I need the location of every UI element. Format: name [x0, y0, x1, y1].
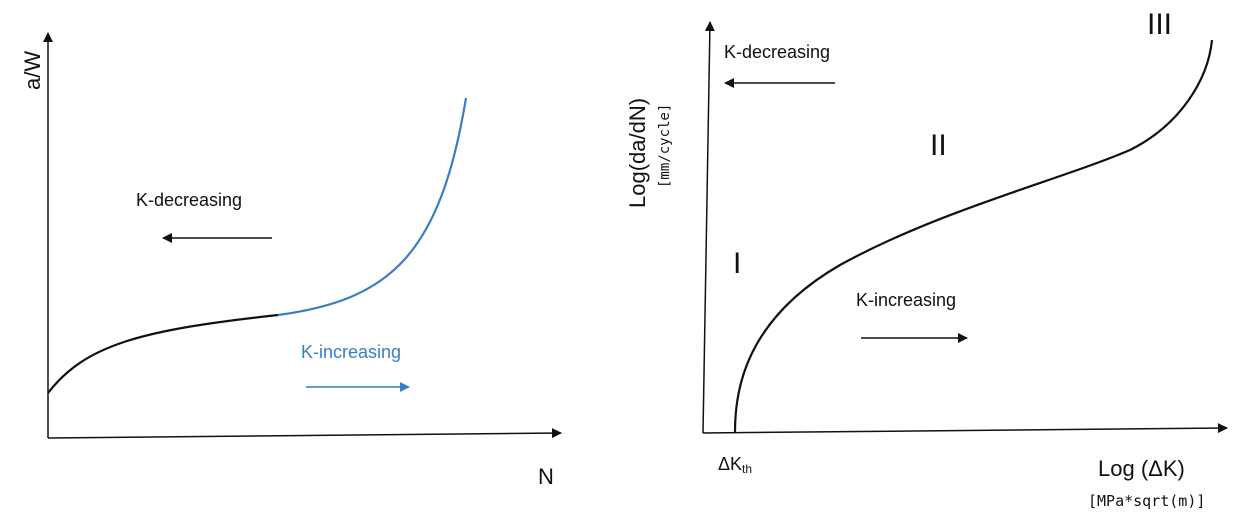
right-x-axis [702, 423, 1228, 434]
left-y-axis-label: a/W [20, 51, 45, 90]
threshold-label: ΔKth [718, 454, 752, 476]
right-diagram: Log(da/dN) [mm/cycle] Log (ΔK) [MPa*sqrt… [625, 8, 1228, 510]
right-y-axis [702, 21, 715, 434]
region-label-1: I [733, 247, 741, 280]
right-y-axis-unit: [mm/cycle] [657, 104, 673, 188]
region-label-3: III [1147, 8, 1172, 41]
left-x-axis [47, 428, 562, 439]
left-k-decreasing-label: K-decreasing [136, 190, 242, 210]
fatigue-crack-growth-curve [733, 39, 1214, 433]
crack-growth-curve-blue [277, 97, 468, 317]
region-label-2: II [930, 129, 947, 162]
left-x-axis-label: N [538, 464, 554, 489]
crack-growth-curve-black [47, 313, 279, 394]
left-diagram: a/W N K-decreasing K-increasing [20, 32, 562, 489]
right-k-decreasing-label: K-decreasing [724, 42, 830, 62]
right-x-axis-unit: [MPa*sqrt(m)] [1088, 492, 1205, 510]
left-k-increasing-label: K-increasing [301, 342, 401, 362]
right-k-increasing-label: K-increasing [856, 290, 956, 310]
threshold-label-sub: th [742, 462, 752, 476]
right-y-axis-label: Log(da/dN) [625, 98, 650, 208]
threshold-label-main: ΔK [718, 454, 742, 474]
right-x-axis-label: Log (ΔK) [1098, 456, 1185, 481]
